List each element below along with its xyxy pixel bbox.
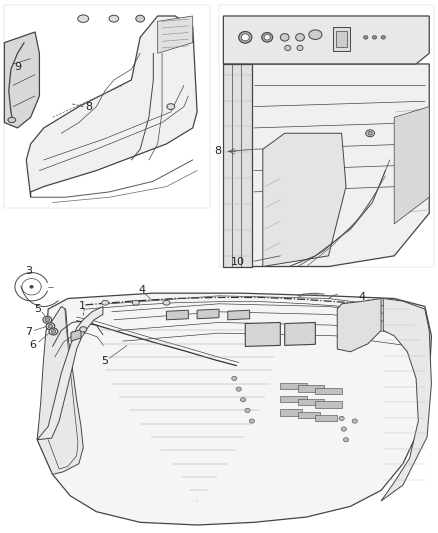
Polygon shape (219, 5, 434, 266)
Ellipse shape (296, 34, 304, 41)
Polygon shape (315, 401, 342, 408)
Ellipse shape (285, 45, 291, 51)
Ellipse shape (249, 419, 254, 423)
Polygon shape (280, 383, 307, 389)
Ellipse shape (232, 376, 237, 381)
Text: 4: 4 (358, 293, 365, 302)
Text: 6: 6 (29, 341, 36, 350)
Polygon shape (197, 309, 219, 319)
Ellipse shape (163, 301, 170, 305)
Text: 5: 5 (101, 357, 108, 366)
Polygon shape (285, 322, 315, 345)
Polygon shape (166, 310, 188, 320)
Ellipse shape (46, 323, 55, 329)
Ellipse shape (8, 117, 16, 123)
Ellipse shape (366, 130, 374, 136)
Polygon shape (298, 385, 324, 392)
Polygon shape (381, 298, 431, 501)
Polygon shape (315, 388, 342, 394)
Polygon shape (158, 16, 193, 53)
Ellipse shape (136, 15, 145, 22)
Polygon shape (394, 107, 429, 224)
Polygon shape (228, 310, 250, 320)
Text: 3: 3 (25, 266, 32, 276)
Polygon shape (245, 322, 280, 346)
Text: 8: 8 (85, 102, 92, 111)
Polygon shape (4, 32, 39, 128)
Polygon shape (26, 16, 197, 197)
Text: 8: 8 (214, 147, 221, 156)
Ellipse shape (297, 45, 303, 51)
Ellipse shape (30, 285, 33, 288)
Polygon shape (37, 293, 431, 525)
Ellipse shape (280, 34, 289, 41)
Polygon shape (298, 412, 320, 418)
Polygon shape (298, 399, 324, 405)
Ellipse shape (364, 35, 368, 39)
Ellipse shape (132, 301, 139, 305)
Polygon shape (263, 133, 346, 266)
Ellipse shape (341, 427, 346, 431)
Ellipse shape (43, 316, 52, 323)
Polygon shape (223, 16, 429, 64)
Ellipse shape (372, 35, 377, 39)
Polygon shape (280, 396, 307, 402)
Ellipse shape (339, 416, 344, 421)
Ellipse shape (51, 329, 56, 334)
Polygon shape (337, 298, 381, 352)
Ellipse shape (245, 408, 250, 413)
Ellipse shape (264, 35, 270, 40)
Ellipse shape (352, 419, 357, 423)
Polygon shape (37, 306, 103, 440)
Ellipse shape (45, 318, 49, 321)
Polygon shape (280, 409, 302, 416)
Text: 5: 5 (34, 304, 41, 314)
Ellipse shape (102, 301, 109, 305)
Ellipse shape (381, 35, 385, 39)
Ellipse shape (343, 438, 349, 442)
Polygon shape (4, 5, 210, 208)
Polygon shape (71, 329, 81, 341)
Ellipse shape (49, 328, 58, 335)
Text: 9: 9 (14, 62, 21, 72)
Ellipse shape (78, 15, 88, 22)
Text: 1: 1 (79, 301, 86, 311)
Text: 7: 7 (25, 327, 32, 336)
Text: 10: 10 (231, 257, 245, 267)
Ellipse shape (368, 132, 372, 135)
Ellipse shape (241, 34, 249, 41)
Polygon shape (336, 31, 347, 47)
Ellipse shape (167, 103, 175, 110)
Ellipse shape (240, 398, 246, 402)
Ellipse shape (236, 387, 241, 391)
Polygon shape (252, 64, 429, 266)
Text: 4: 4 (138, 286, 145, 295)
Ellipse shape (48, 324, 53, 328)
Polygon shape (333, 27, 350, 51)
Ellipse shape (261, 33, 272, 42)
Ellipse shape (80, 327, 87, 332)
Ellipse shape (239, 31, 252, 43)
Polygon shape (37, 306, 83, 474)
Polygon shape (223, 64, 252, 266)
Polygon shape (315, 415, 337, 421)
Ellipse shape (109, 15, 119, 22)
Ellipse shape (309, 30, 322, 39)
